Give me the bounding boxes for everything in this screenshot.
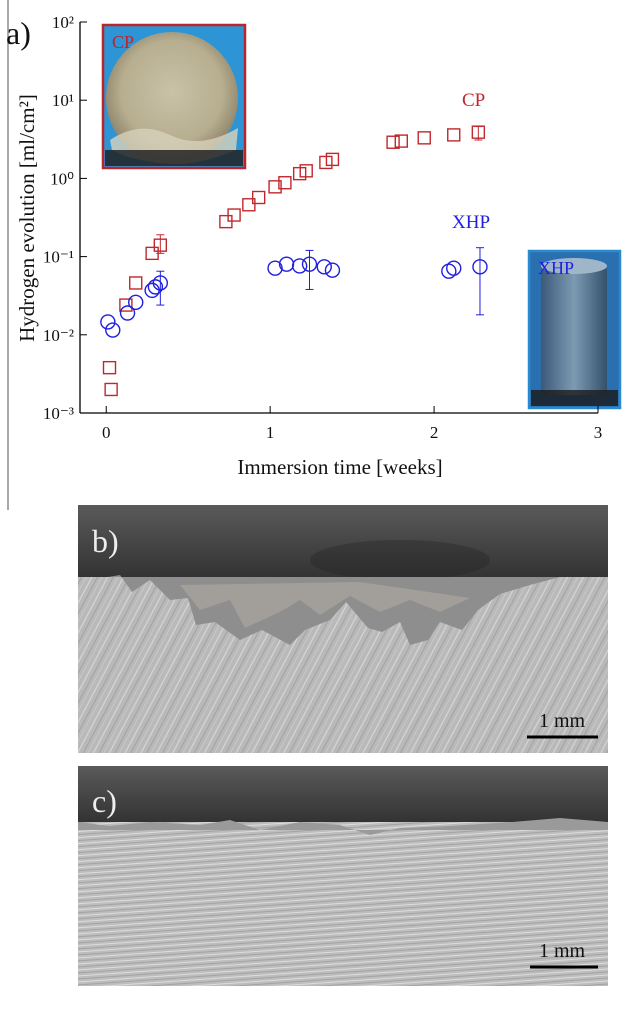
point	[227, 208, 241, 222]
series-annotation: XHP	[452, 212, 490, 233]
point	[441, 263, 457, 279]
x-axis-title: Immersion time [weeks]	[237, 455, 442, 479]
point	[278, 256, 295, 272]
point	[267, 260, 283, 276]
point	[105, 322, 121, 338]
x-tick-label: 0	[102, 423, 111, 442]
point	[144, 282, 160, 299]
inset-label: CP	[112, 32, 134, 52]
point	[316, 259, 332, 275]
y-tick-label: 10¹	[52, 91, 74, 110]
micrograph-c: c) 1 mm	[78, 766, 608, 986]
y-tick-label: 10⁻²	[43, 326, 74, 345]
y-tick-label: 10⁻³	[43, 404, 74, 423]
inset-xhp: XHP	[527, 249, 622, 410]
panel-label: a)	[6, 15, 31, 51]
x-tick-label: 2	[430, 423, 439, 442]
x-tick-label: 1	[266, 423, 275, 442]
point	[129, 276, 143, 290]
y-tick-label: 10⁻¹	[43, 248, 74, 267]
point	[153, 238, 168, 252]
y-tick-label: 10²	[52, 13, 74, 32]
point	[251, 190, 266, 205]
point	[325, 152, 340, 167]
plot: 10⁻³ 10⁻² 10⁻¹ 10⁰ 10¹ 10² 0 1 2 3	[43, 13, 602, 442]
series-annotation: CP	[462, 90, 485, 111]
point	[119, 305, 136, 321]
point	[447, 128, 461, 142]
y-axis-title: Hydrogen evolution [ml/cm²]	[15, 94, 39, 342]
point	[119, 298, 133, 312]
point	[301, 256, 318, 272]
point	[417, 131, 431, 145]
scale-bar-label: 1 mm	[539, 710, 586, 732]
point	[152, 275, 169, 291]
x-tick-label: 3	[594, 423, 603, 442]
point	[446, 260, 462, 276]
inset-label: XHP	[538, 258, 574, 278]
point	[324, 262, 341, 278]
point	[104, 382, 118, 397]
micrograph-b: b) 1 mm	[78, 505, 608, 753]
panel-label: c)	[92, 783, 117, 819]
point	[100, 314, 116, 330]
point	[291, 258, 308, 274]
point	[299, 164, 313, 178]
point	[394, 134, 408, 148]
inset-cp: CP	[101, 23, 247, 170]
point	[268, 180, 282, 194]
point	[471, 125, 486, 139]
panel-label: b)	[92, 523, 119, 559]
point	[102, 360, 117, 375]
point	[278, 176, 292, 190]
point	[147, 279, 164, 295]
point	[386, 135, 400, 149]
point	[128, 294, 144, 311]
y-tick-label: 10⁰	[50, 169, 74, 188]
scale-bar-label: 1 mm	[539, 940, 586, 962]
point	[472, 259, 488, 275]
point	[242, 198, 256, 212]
